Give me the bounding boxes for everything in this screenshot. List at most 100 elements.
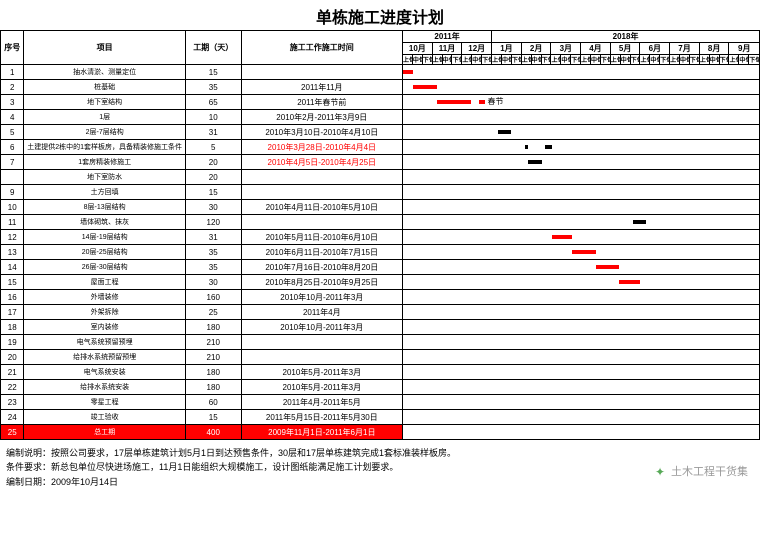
table-row: 11墙体砌筑、抹灰120 [1,215,760,230]
month-header: 12月 [462,43,492,55]
gantt-bar [619,280,639,284]
notes-block: 编制说明：按照公司要求，17层单栋建筑计划5月1日到达预售条件，30层和17层单… [0,440,760,491]
gantt-bar [596,265,620,269]
table-row: 41层102010年2月-2011年3月9日 [1,110,760,125]
cell-duration: 65 [185,95,241,110]
gantt-cell: 春节 [403,95,760,110]
cell-time [241,350,402,365]
table-row: 52层-7层结构312010年3月10日-2010年4月10日 [1,125,760,140]
sub-header: 下旬 [571,55,581,65]
cell-duration: 60 [185,395,241,410]
cell-seq: 15 [1,275,24,290]
month-header: 10月 [403,43,433,55]
sub-header: 下旬 [660,55,670,65]
cell-time: 2011年4月-2011年5月 [241,395,402,410]
cell-seq: 11 [1,215,24,230]
table-row: 1抽水清淤、测量定位15 [1,65,760,80]
note-line: 编制日期：2009年10月14日 [6,475,754,489]
cell-name: 地下室结构 [24,95,185,110]
sub-header: 上旬 [729,55,739,65]
gantt-cell [403,230,760,245]
cell-time: 2009年11月1日-2011年6月1日 [241,425,402,440]
table-row: 1320层-25层结构352010年6月11日-2010年7月15日 [1,245,760,260]
cell-time: 2010年3月10日-2010年4月10日 [241,125,402,140]
gantt-cell [403,185,760,200]
cell-time: 2010年3月28日-2010年4月4日 [241,140,402,155]
cell-seq: 25 [1,425,24,440]
cell-name: 给排水系统安装 [24,380,185,395]
cell-seq: 17 [1,305,24,320]
cell-duration: 210 [185,335,241,350]
cell-name: 墙体砌筑、抹灰 [24,215,185,230]
gantt-bar [633,220,647,224]
sub-header: 上旬 [432,55,442,65]
gantt-bar [437,100,471,104]
sub-header: 中旬 [591,55,601,65]
cell-seq: 22 [1,380,24,395]
cell-time [241,335,402,350]
table-row: 17外架拆除252011年4月 [1,305,760,320]
cell-duration: 35 [185,245,241,260]
cell-name: 8层-13层结构 [24,200,185,215]
cell-duration: 20 [185,155,241,170]
table-row: 23零星工程602011年4月-2011年5月 [1,395,760,410]
gantt-cell [403,125,760,140]
gantt-cell [403,260,760,275]
cell-seq: 5 [1,125,24,140]
cell-name: 电气系统预留预埋 [24,335,185,350]
sub-header: 上旬 [462,55,472,65]
cell-duration: 31 [185,230,241,245]
table-row: 1426层-30层结构352010年7月16日-2010年8月20日 [1,260,760,275]
cell-seq: 12 [1,230,24,245]
cell-seq: 10 [1,200,24,215]
cell-seq: 1 [1,65,24,80]
sub-header: 上旬 [610,55,620,65]
sub-header: 上旬 [403,55,413,65]
gantt-cell [403,365,760,380]
cell-seq [1,170,24,185]
table-row: 24竣工验收152011年5月15日-2011年5月30日 [1,410,760,425]
watermark-icon: ✦ [653,465,667,479]
gantt-bar [403,70,413,74]
cell-time: 2010年4月11日-2010年5月10日 [241,200,402,215]
cell-duration: 120 [185,215,241,230]
note-line: 条件要求：新总包单位尽快进场施工，11月1日能组织大规模施工，设计图纸能满足施工… [6,460,754,474]
month-header: 6月 [640,43,670,55]
gantt-bar [413,85,437,89]
cell-name: 电气系统安装 [24,365,185,380]
cell-time: 2010年4月5日-2010年4月25日 [241,155,402,170]
cell-time: 2010年5月-2011年3月 [241,365,402,380]
cell-duration: 15 [185,185,241,200]
cell-duration: 400 [185,425,241,440]
sub-header: 下旬 [719,55,729,65]
col-header-duration: 工期（天） [185,31,241,65]
gantt-bar [545,145,552,149]
cell-name: 外架拆除 [24,305,185,320]
month-header: 11月 [432,43,462,55]
sub-header: 下旬 [452,55,462,65]
cell-time: 2010年10月-2011年3月 [241,320,402,335]
cell-duration: 160 [185,290,241,305]
sub-header: 中旬 [531,55,541,65]
cell-seq: 21 [1,365,24,380]
table-row: 2桩基础352011年11月 [1,80,760,95]
month-header: 4月 [581,43,611,55]
cell-seq: 14 [1,260,24,275]
cell-duration: 30 [185,275,241,290]
sub-header: 中旬 [442,55,452,65]
gantt-cell [403,290,760,305]
sub-header: 中旬 [739,55,749,65]
cell-name: 竣工验收 [24,410,185,425]
sub-header: 中旬 [620,55,630,65]
gantt-cell [403,140,760,155]
gantt-bar [498,130,512,134]
gantt-bar [572,250,596,254]
table-row: 9土方回填15 [1,185,760,200]
sub-header: 中旬 [650,55,660,65]
sub-header: 下旬 [422,55,432,65]
cell-name: 14层-19层结构 [24,230,185,245]
cell-time: 2010年8月25日-2010年9月25日 [241,275,402,290]
gantt-cell [403,305,760,320]
table-row: 15屋面工程302010年8月25日-2010年9月25日 [1,275,760,290]
gantt-cell [403,155,760,170]
